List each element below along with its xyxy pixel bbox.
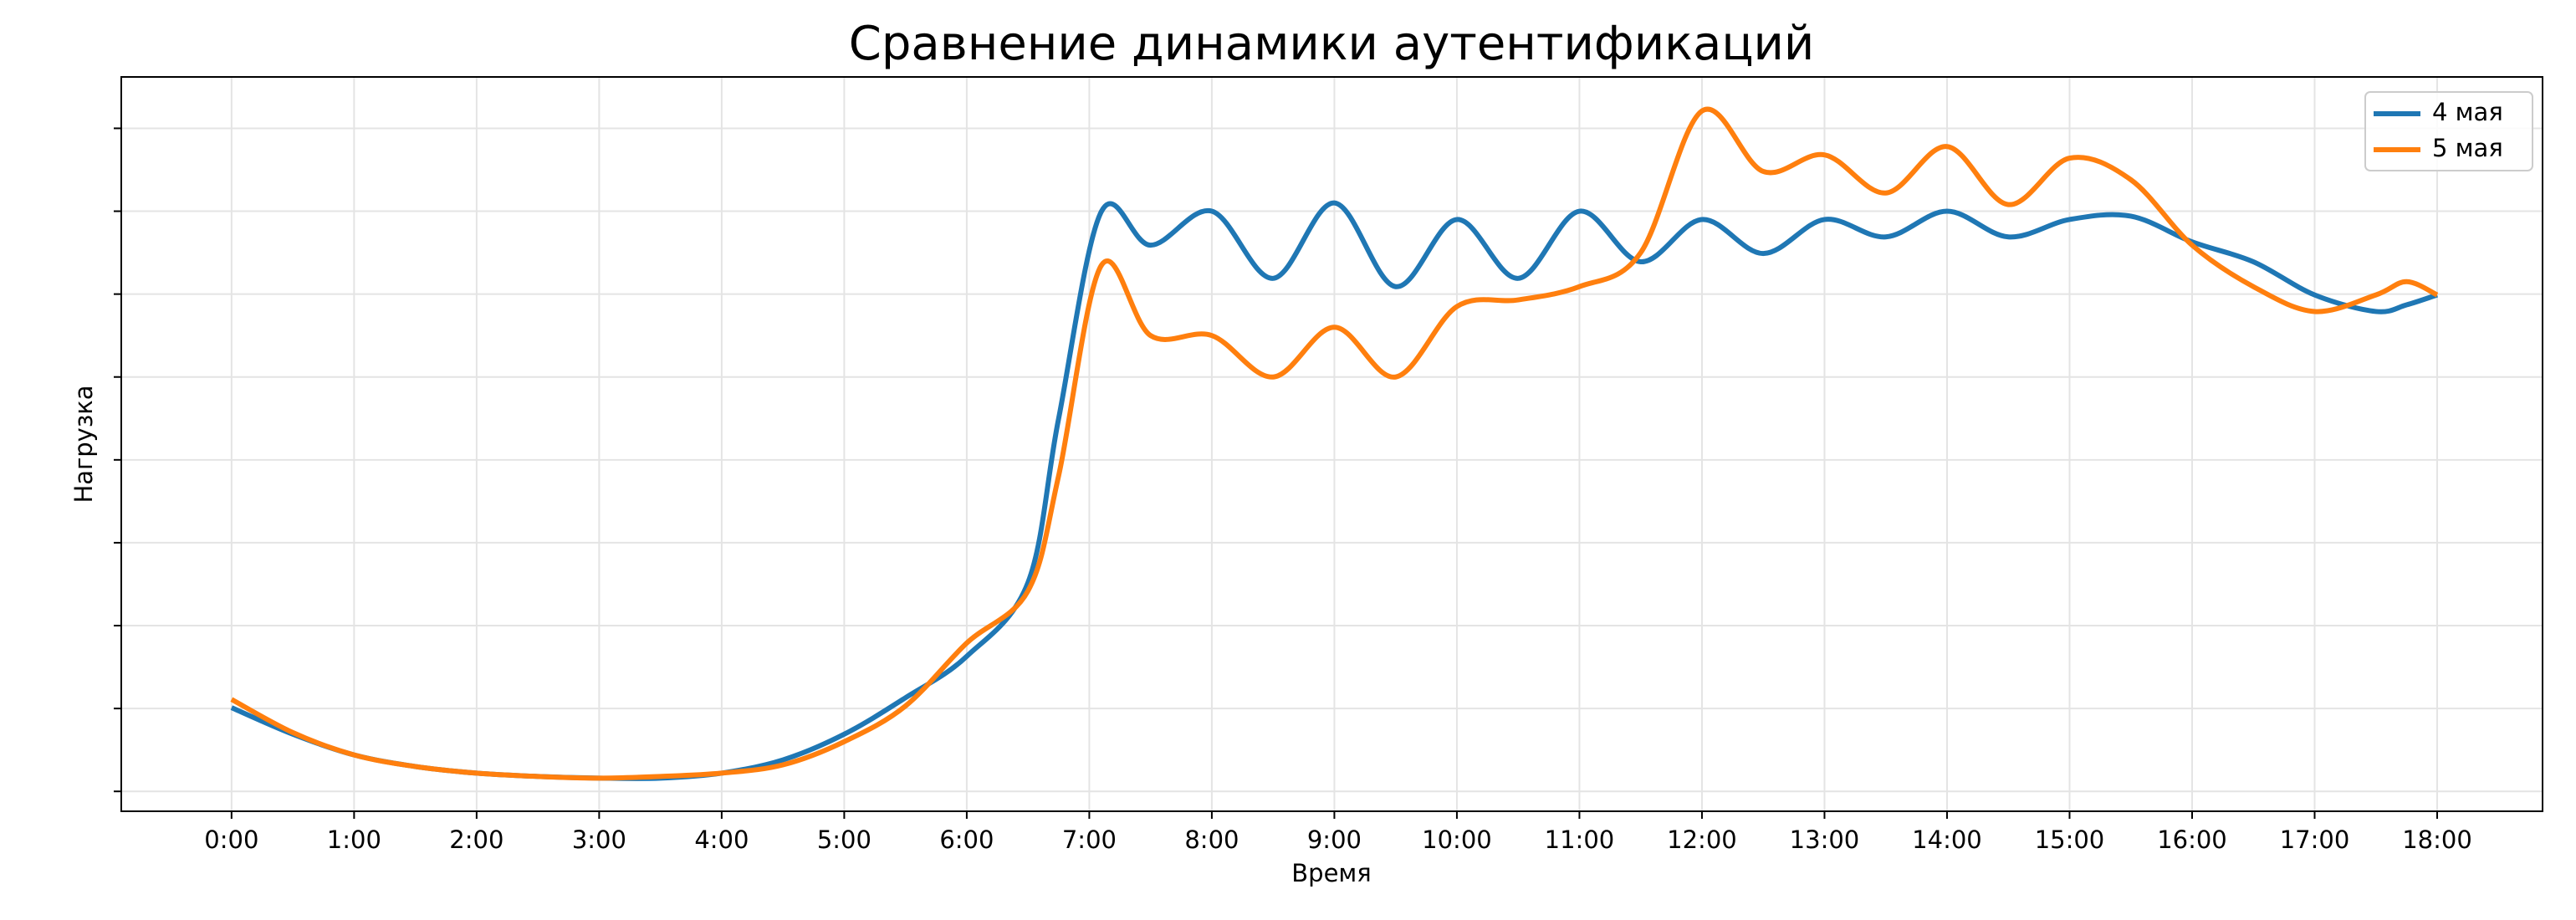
x-tick-label: 12:00	[1667, 825, 1737, 854]
x-tick-label: 8:00	[1184, 825, 1239, 854]
x-tick-label: 1:00	[327, 825, 381, 854]
x-tick-label: 16:00	[2157, 825, 2227, 854]
x-tick-label: 13:00	[1790, 825, 1860, 854]
plot-frame	[120, 76, 2543, 812]
x-tick-label: 4:00	[694, 825, 749, 854]
x-axis-label: Время	[1291, 859, 1371, 887]
x-tick-label: 15:00	[2035, 825, 2105, 854]
x-tick-label: 2:00	[449, 825, 503, 854]
legend-label: 5 мая	[2432, 134, 2503, 162]
x-tick-label: 5:00	[817, 825, 871, 854]
x-tick-label: 17:00	[2280, 825, 2350, 854]
x-tick-label: 10:00	[1422, 825, 1492, 854]
x-tick-label: 18:00	[2402, 825, 2472, 854]
legend-label: 4 мая	[2432, 98, 2503, 126]
chart-title: Сравнение динамики аутентификаций	[849, 17, 1814, 71]
x-tick-label: 11:00	[1545, 825, 1615, 854]
x-tick-label: 3:00	[572, 825, 626, 854]
x-tick-label: 9:00	[1307, 825, 1362, 854]
series-line	[230, 106, 2439, 781]
x-tick-label: 6:00	[939, 825, 994, 854]
y-axis-label: Нагрузка	[69, 385, 98, 503]
x-tick-label: 14:00	[1912, 825, 1982, 854]
x-tick-label: 0:00	[204, 825, 258, 854]
x-tick-label: 7:00	[1062, 825, 1117, 854]
